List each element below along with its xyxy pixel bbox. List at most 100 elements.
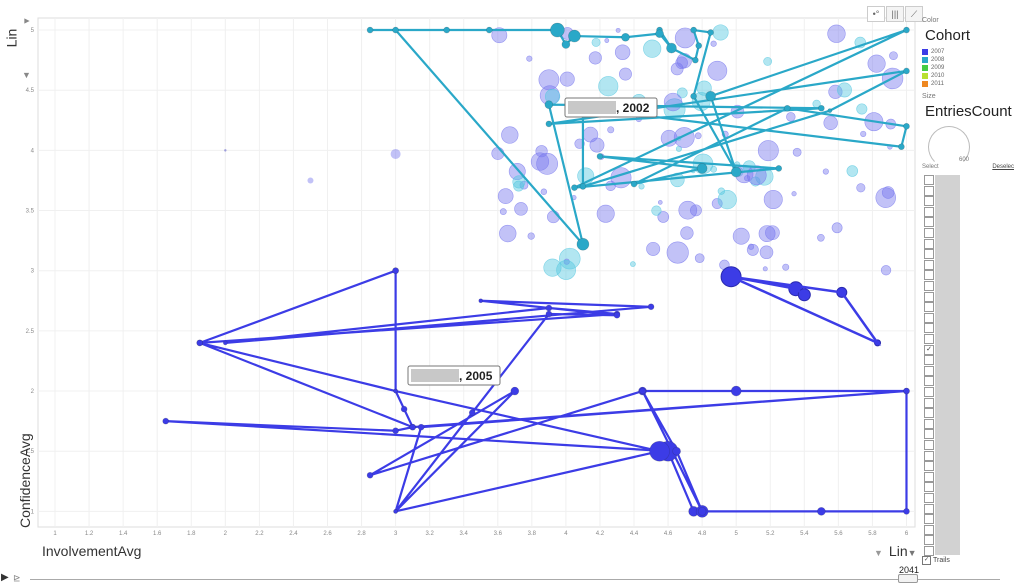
select-checkbox[interactable] <box>924 471 934 482</box>
select-list-scrollbar[interactable] <box>935 175 960 555</box>
background-bubble <box>638 183 645 190</box>
select-checkbox[interactable] <box>924 323 934 334</box>
trail-point <box>647 303 655 311</box>
select-checkbox[interactable] <box>924 546 934 556</box>
select-checkbox[interactable] <box>924 524 934 535</box>
background-bubble <box>856 103 868 115</box>
select-checkbox[interactable] <box>924 397 934 408</box>
select-checkbox[interactable] <box>924 281 934 291</box>
trail-point <box>544 100 554 109</box>
select-caption: Select <box>922 164 939 170</box>
trail-point <box>666 42 677 54</box>
trail-point <box>392 427 399 435</box>
select-checkbox[interactable]: ✓ <box>924 344 934 355</box>
select-checkbox[interactable] <box>924 228 934 238</box>
legend-item[interactable]: 2010 <box>922 72 1014 80</box>
background-bubble <box>758 225 776 242</box>
timeline-track[interactable] <box>30 579 1000 580</box>
select-checkbox[interactable] <box>924 196 934 207</box>
deselect-link[interactable]: Deselec <box>992 164 1014 170</box>
bar-chart-icon[interactable]: ||| <box>886 6 904 22</box>
plot-frame <box>37 17 916 528</box>
size-selector[interactable]: EntriesCount <box>925 103 1012 120</box>
select-checkbox[interactable] <box>924 514 934 525</box>
bubble-chart-icon[interactable]: •° <box>867 6 885 22</box>
trail-point <box>550 22 565 38</box>
trail-point <box>730 166 742 178</box>
timeline-thumb[interactable] <box>898 574 918 583</box>
select-checkbox[interactable] <box>924 376 934 387</box>
select-checkbox[interactable] <box>924 291 934 302</box>
play-icon[interactable]: ▶ <box>1 572 9 583</box>
select-checkbox[interactable] <box>924 312 934 323</box>
select-checkbox[interactable] <box>924 206 934 217</box>
background-bubble <box>750 176 761 187</box>
background-bubble <box>591 37 601 47</box>
select-checkbox[interactable] <box>924 535 934 546</box>
select-checkbox[interactable] <box>924 418 934 429</box>
select-checkbox[interactable] <box>924 503 934 514</box>
select-checkbox[interactable] <box>924 334 934 344</box>
x-tick-label: 3.6 <box>494 531 503 537</box>
select-checkbox[interactable] <box>924 493 934 503</box>
select-checkbox[interactable] <box>924 238 934 249</box>
background-bubble <box>556 260 576 280</box>
select-checkbox[interactable] <box>924 259 934 270</box>
select-checkbox[interactable] <box>924 461 934 472</box>
background-bubble <box>501 126 519 144</box>
trail-point <box>775 165 783 172</box>
background-bubble <box>757 140 779 162</box>
trails-toggle[interactable]: ✓ Trails <box>922 556 950 565</box>
background-bubble <box>582 126 599 143</box>
legend-label: 2011 <box>931 81 944 87</box>
y-scale-arrow-icon: ▼ <box>21 16 32 26</box>
trail-label-2002[interactable]: , 2002 <box>564 97 658 118</box>
trail-label-2005[interactable]: , 2005 <box>407 365 501 386</box>
background-bubble <box>514 202 528 216</box>
trail-point <box>817 507 826 516</box>
legend-item[interactable]: 2007 <box>922 48 1014 56</box>
speed-icon[interactable]: ⊵ <box>13 573 21 583</box>
y-scale-selector[interactable]: ▼ Lin ▼ <box>3 16 32 80</box>
trail-point <box>898 143 905 151</box>
trail-point <box>223 340 228 346</box>
select-checkbox[interactable] <box>924 355 934 366</box>
select-checkbox[interactable] <box>924 217 934 228</box>
y-scale-menu-icon: ▼ <box>22 70 31 80</box>
legend-item[interactable]: 2011 <box>922 80 1014 88</box>
legend-item[interactable]: 2008 <box>922 56 1014 64</box>
legend-item[interactable]: 2009 <box>922 64 1014 72</box>
select-checkbox[interactable] <box>924 408 934 419</box>
select-checkbox[interactable] <box>924 365 934 376</box>
trail-point <box>400 405 408 413</box>
select-checkbox[interactable] <box>924 429 934 440</box>
y-tick-label: 4.5 <box>26 88 35 94</box>
background-bubble <box>540 188 548 195</box>
background-bubble <box>747 243 755 250</box>
background-bubble <box>763 57 773 66</box>
x-tick-label: 3.4 <box>460 531 469 537</box>
background-bubble <box>666 241 689 264</box>
trail-point <box>903 122 910 130</box>
background-bubble <box>827 24 846 43</box>
select-checkbox[interactable] <box>924 249 934 260</box>
x-tick-label: 6 <box>905 531 909 537</box>
select-checkbox[interactable] <box>924 270 934 281</box>
select-checkbox[interactable] <box>924 450 934 461</box>
select-checkbox[interactable] <box>924 302 934 313</box>
color-selector[interactable]: Cohort <box>925 27 971 44</box>
y-tick-label: 1.5 <box>26 449 35 455</box>
select-list[interactable]: ✓ <box>922 175 962 556</box>
select-checkbox[interactable] <box>924 175 934 185</box>
select-checkbox[interactable] <box>924 440 934 450</box>
select-checkbox[interactable] <box>924 185 934 196</box>
background-bubble <box>526 55 533 62</box>
select-checkbox[interactable] <box>924 482 934 493</box>
select-checkbox[interactable] <box>924 387 934 397</box>
size-widget[interactable]: 600 <box>922 124 1014 168</box>
x-scale-selector[interactable]: ▼ Lin▼ <box>874 543 917 559</box>
trails-checkbox[interactable]: ✓ <box>922 556 931 565</box>
background-bubble <box>792 147 802 157</box>
line-chart-icon[interactable]: ⟋ <box>905 6 923 22</box>
trail-point <box>468 409 476 416</box>
